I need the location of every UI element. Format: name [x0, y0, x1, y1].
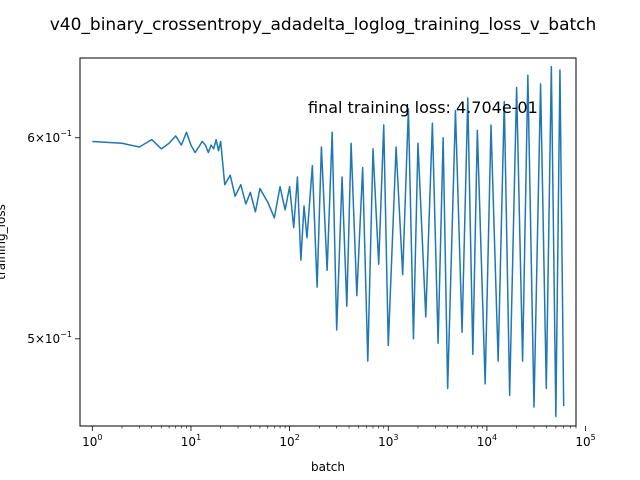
plot-frame — [79, 57, 577, 427]
x-axis-label: batch — [311, 460, 345, 474]
x-tick-label: 102 — [279, 433, 299, 449]
x-tick-label: 105 — [575, 433, 595, 449]
axis-ticks: 100 101 102 103 104 105 5×10−1 6×10−1 — [27, 129, 596, 449]
y-tick-label: 5×10−1 — [27, 330, 72, 346]
series-layer — [92, 65, 565, 418]
training-loss-line — [92, 65, 565, 418]
x-tick-label: 104 — [477, 433, 497, 449]
y-tick-label: 6×10−1 — [27, 129, 72, 145]
chart-title: v40_binary_crossentropy_adadelta_loglog_… — [50, 15, 597, 35]
x-tick-label: 100 — [82, 433, 102, 449]
final-loss-annotation: final training loss: 4.704e-01 — [308, 98, 538, 117]
x-tick-label: 101 — [181, 433, 201, 449]
x-tick-label: 103 — [378, 433, 398, 449]
y-axis-label: training_loss — [0, 204, 8, 280]
